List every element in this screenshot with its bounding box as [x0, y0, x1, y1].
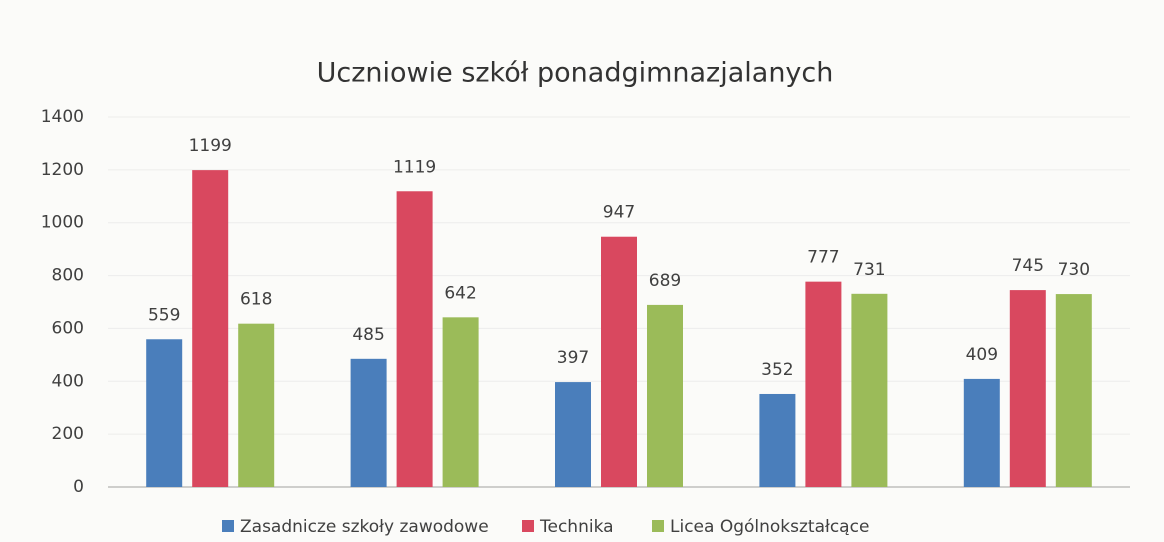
- y-tick-label: 0: [73, 477, 84, 497]
- bar: [851, 293, 888, 487]
- data-label: 559: [148, 305, 180, 325]
- bar: [805, 281, 842, 487]
- y-tick-label: 400: [52, 371, 84, 391]
- legend-swatch: [522, 520, 534, 532]
- bar: [555, 382, 591, 487]
- bar: [963, 378, 1000, 487]
- y-tick-label: 1000: [41, 213, 84, 233]
- data-label: 777: [807, 248, 839, 268]
- data-label: 947: [603, 203, 635, 223]
- data-label: 731: [853, 260, 885, 280]
- bar: [1009, 290, 1046, 487]
- y-tick-label: 1200: [41, 160, 84, 180]
- legend-label: Zasadnicze szkoły zawodowe: [240, 517, 489, 537]
- y-tick-label: 600: [52, 318, 84, 338]
- data-label: 745: [1012, 256, 1044, 276]
- y-tick-label: 800: [52, 266, 84, 286]
- bar: [238, 323, 275, 487]
- data-label: 352: [761, 360, 793, 380]
- chart-title: Uczniowie szkół ponadgimnazjalanych: [317, 58, 834, 89]
- data-label: 409: [966, 345, 998, 365]
- data-label: 1119: [393, 157, 436, 177]
- data-label: 618: [240, 290, 272, 310]
- y-tick-label: 200: [52, 424, 84, 444]
- legend-swatch: [652, 520, 664, 532]
- bar: [601, 236, 637, 487]
- data-label: 642: [444, 283, 476, 303]
- legend-label: Licea Ogólnokształcące: [670, 517, 869, 537]
- bar: [1055, 294, 1092, 487]
- bar: [396, 191, 433, 487]
- y-tick-label: 1400: [41, 107, 84, 127]
- data-label: 485: [352, 325, 384, 345]
- bar: [192, 170, 229, 487]
- data-label: 1199: [189, 136, 232, 156]
- bar: [647, 304, 683, 487]
- data-label: 730: [1058, 260, 1090, 280]
- bar: [146, 339, 183, 487]
- legend-swatch: [222, 520, 234, 532]
- bar: [759, 393, 796, 487]
- legend-label: Technika: [539, 517, 614, 537]
- data-label: 397: [557, 348, 589, 368]
- data-label: 689: [649, 271, 681, 291]
- bar: [442, 317, 479, 487]
- bar: [350, 358, 387, 487]
